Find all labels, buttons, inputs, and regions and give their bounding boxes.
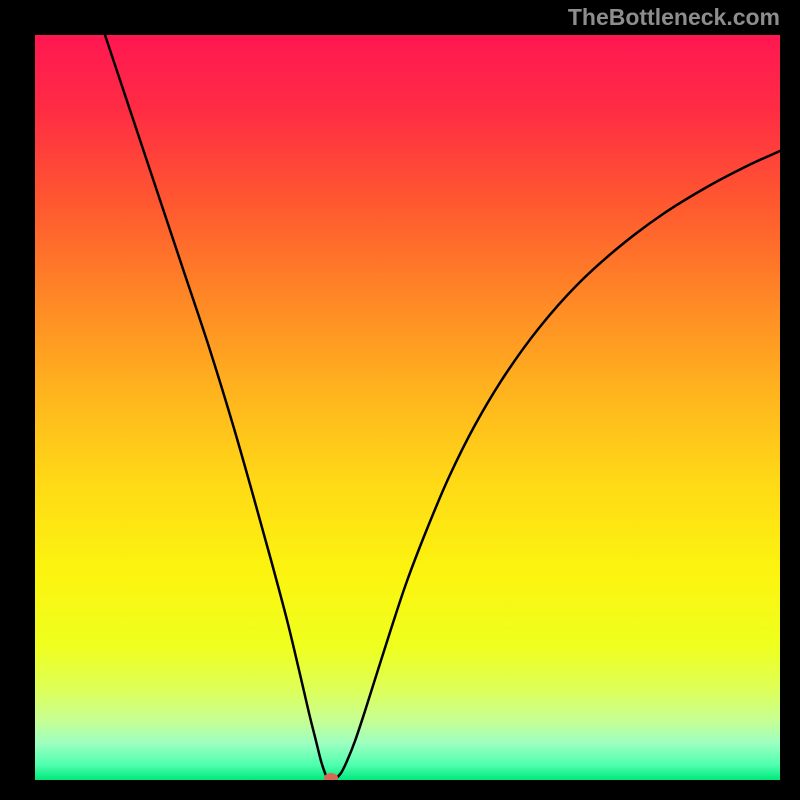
plot-area xyxy=(35,35,780,780)
chart-stage: TheBottleneck.com xyxy=(0,0,800,800)
watermark-text: TheBottleneck.com xyxy=(568,4,780,31)
curve-path xyxy=(105,35,780,780)
border-right xyxy=(780,0,800,800)
bottleneck-curve xyxy=(35,35,780,780)
minimum-marker xyxy=(324,773,338,780)
border-bottom xyxy=(0,780,800,800)
border-left xyxy=(0,0,35,800)
